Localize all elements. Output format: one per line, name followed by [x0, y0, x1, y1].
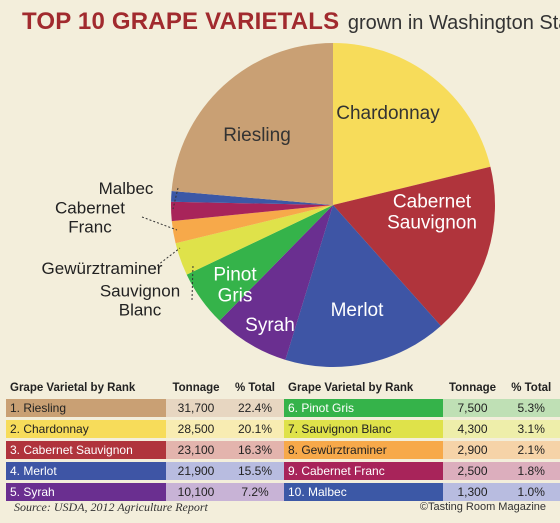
table-row: 4. Merlot 21,900 15.5%	[6, 462, 284, 480]
varietal-name: 1. Riesling	[6, 399, 166, 417]
header-varietal: Grape Varietal by Rank	[10, 381, 136, 394]
table-row: 8. Gewürztraminer 2,900 2.1%	[284, 441, 560, 459]
table-row: 1. Riesling 31,700 22.4%	[6, 399, 284, 417]
percent-cell: 5.3%	[502, 399, 560, 417]
varietal-name: 5. Syrah	[6, 483, 166, 501]
table-row: 10. Malbec 1,300 1.0%	[284, 483, 560, 501]
percent-cell: 16.3%	[226, 441, 284, 459]
slice-label-chardonnay: Chardonnay	[336, 103, 440, 124]
varietal-name: 10. Malbec	[284, 483, 443, 501]
slice-label-syrah: Syrah	[245, 315, 295, 336]
table-row: 2. Chardonnay 28,500 20.1%	[6, 420, 284, 438]
varietal-name: 2. Chardonnay	[6, 420, 166, 438]
table-row: 5. Syrah 10,100 7.2%	[6, 483, 284, 501]
slice-label-gewurztraminer: Gewürztraminer	[42, 259, 163, 278]
pie-slice-merlot	[285, 205, 441, 368]
leader-line-malbec	[172, 187, 179, 210]
pie-slice-chardonnay	[333, 43, 491, 205]
slice-label-merlot: Merlot	[331, 300, 385, 321]
tonnage-cell: 23,100	[166, 441, 226, 459]
pie-slice-malbec	[171, 191, 333, 205]
varietal-name: 3. Cabernet Sauvignon	[6, 441, 166, 459]
varietal-name: 4. Merlot	[6, 462, 166, 480]
pie-slice-sauvignon-blanc	[175, 205, 333, 275]
percent-cell: 7.2%	[226, 483, 284, 501]
tonnage-cell: 7,500	[442, 399, 503, 417]
tonnage-cell: 28,500	[166, 420, 226, 438]
pie-slice-cabernet-franc	[170, 201, 333, 222]
tonnage-cell: 10,100	[166, 483, 226, 501]
header-tonnage: Tonnage	[172, 381, 220, 394]
pie-slice-cabernet-sauvignon	[333, 166, 496, 326]
leader-line-sauvignon-blanc	[191, 264, 194, 301]
percent-cell: 1.8%	[502, 462, 560, 480]
varietal-table-right: Grape Varietal by Rank Tonnage % Total 6…	[284, 377, 560, 504]
pie-chart: Chardonnay Cabernet Sauvignon Merlot Syrah Pi…	[42, 43, 496, 368]
pie-slice-syrah	[219, 205, 333, 360]
chart-title: TOP 10 GRAPE VARIETALS grown in Washingt…	[22, 8, 560, 36]
varietal-name: 8. Gewürztraminer	[284, 441, 443, 459]
slice-label-cabernet-franc: Cabernet Franc	[55, 199, 125, 237]
header-tonnage: Tonnage	[448, 381, 497, 394]
tonnage-cell: 2,900	[442, 441, 503, 459]
slice-label-pinot-gris: Pinot Gris	[213, 265, 257, 307]
pie-slice-pinot-gris	[186, 205, 333, 321]
table-row: 7. Sauvignon Blanc 4,300 3.1%	[284, 420, 560, 438]
leader-line-gewurztraminer	[153, 247, 181, 269]
percent-cell: 20.1%	[226, 420, 284, 438]
tonnage-cell: 21,900	[166, 462, 226, 480]
copyright-credit: ©Tasting Room Magazine	[419, 501, 546, 513]
table-row: 6. Pinot Gris 7,500 5.3%	[284, 399, 560, 417]
percent-cell: 22.4%	[226, 399, 284, 417]
table-row: 3. Cabernet Sauvignon 23,100 16.3%	[6, 441, 284, 459]
header-varietal: Grape Varietal by Rank	[288, 381, 414, 394]
pie-slice-riesling	[171, 43, 333, 205]
percent-cell: 2.1%	[502, 441, 560, 459]
header-pct: % Total	[511, 381, 552, 394]
slice-label-malbec: Malbec	[99, 179, 154, 198]
table-header-row: Grape Varietal by Rank Tonnage % Total	[6, 380, 284, 396]
percent-cell: 3.1%	[502, 420, 560, 438]
header-pct: % Total	[234, 381, 276, 394]
percent-cell: 15.5%	[226, 462, 284, 480]
table-header-row: Grape Varietal by Rank Tonnage % Total	[284, 380, 560, 396]
tonnage-cell: 4,300	[442, 420, 503, 438]
slice-label-riesling: Riesling	[223, 125, 291, 146]
percent-cell: 1.0%	[502, 483, 560, 501]
varietal-table-left: Grape Varietal by Rank Tonnage % Total 1…	[6, 377, 284, 504]
tonnage-cell: 2,500	[442, 462, 503, 480]
pie-slice-gewurztraminer	[171, 205, 333, 244]
varietal-name: 6. Pinot Gris	[284, 399, 443, 417]
slice-label-sauvignon-blanc: Sauvignon Blanc	[100, 282, 180, 320]
tonnage-cell: 31,700	[166, 399, 226, 417]
title-subtitle: grown in Washington State	[347, 12, 560, 34]
varietal-name: 7. Sauvignon Blanc	[284, 420, 443, 438]
tonnage-cell: 1,300	[442, 483, 503, 501]
slice-label-cabernet-sauvignon: Cabernet Sauvignon	[387, 192, 477, 234]
title-main: TOP 10 GRAPE VARIETALS	[22, 8, 340, 35]
varietal-name: 9. Cabernet Franc	[284, 462, 443, 480]
table-row: 9. Cabernet Franc 2,500 1.8%	[284, 462, 560, 480]
source-note: Source: USDA, 2012 Agriculture Report	[14, 500, 208, 514]
